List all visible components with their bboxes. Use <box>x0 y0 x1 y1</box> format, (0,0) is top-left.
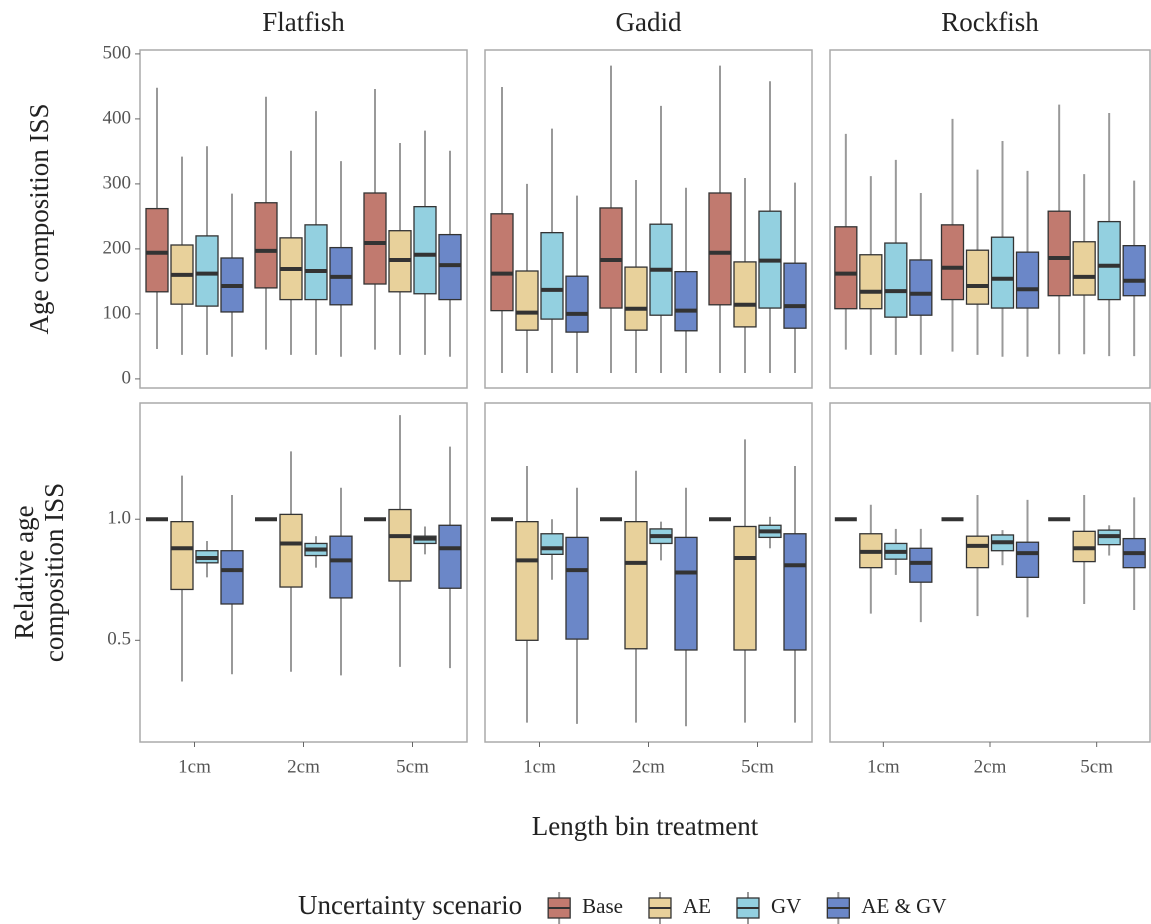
legend-label: AE <box>683 894 711 918</box>
box <box>909 259 933 316</box>
box <box>965 249 990 305</box>
box <box>195 235 219 307</box>
box <box>145 207 169 293</box>
y-axis-label: Relative age <box>9 505 39 639</box>
box <box>413 205 437 295</box>
facet-title: Rockfish <box>941 7 1039 37</box>
panel-border <box>829 402 1151 743</box>
y-tick-label: 200 <box>103 237 132 258</box>
x-axis-label: Length bin treatment <box>532 811 759 841</box>
panel-border <box>484 49 813 389</box>
box <box>624 521 648 650</box>
box <box>540 231 564 320</box>
x-tick-label: 5cm <box>1080 756 1113 777</box>
legend-label: AE & GV <box>861 894 946 918</box>
box <box>438 524 462 589</box>
y-tick-label: 0 <box>122 367 132 388</box>
box <box>220 550 244 605</box>
x-tick-label: 2cm <box>974 756 1007 777</box>
x-tick-label: 2cm <box>287 756 320 777</box>
box <box>254 202 278 289</box>
x-tick-label: 5cm <box>396 756 429 777</box>
box <box>515 521 539 641</box>
box <box>1122 244 1146 297</box>
box <box>565 536 589 640</box>
box <box>388 508 412 582</box>
box <box>279 513 303 588</box>
y-tick-label: 500 <box>103 42 132 63</box>
box <box>674 270 698 332</box>
box <box>733 525 757 651</box>
box <box>1015 251 1040 309</box>
box <box>1047 210 1071 297</box>
box <box>783 533 807 651</box>
y-tick-label: 300 <box>103 172 132 193</box>
y-tick-label: 400 <box>103 107 132 128</box>
box <box>1097 220 1121 301</box>
box <box>733 261 757 328</box>
box <box>674 536 698 651</box>
box <box>940 224 965 301</box>
legend-title: Uncertainty scenario <box>298 890 522 920</box>
box <box>170 521 194 591</box>
y-tick-label: 1.0 <box>107 508 131 529</box>
y-tick-label: 100 <box>103 302 132 323</box>
facet-title: Flatfish <box>262 7 345 37</box>
box <box>624 266 648 331</box>
box <box>304 224 328 301</box>
box <box>884 242 908 318</box>
box <box>1015 541 1040 578</box>
box <box>990 236 1015 309</box>
facet-title: Gadid <box>616 7 682 37</box>
box <box>783 262 807 329</box>
box <box>515 270 539 331</box>
x-tick-label: 1cm <box>867 756 900 777</box>
x-tick-label: 1cm <box>178 756 211 777</box>
panel-border <box>829 49 1151 389</box>
box <box>909 547 933 583</box>
box <box>859 254 883 310</box>
y-axis-label: composition ISS <box>39 483 69 662</box>
box <box>540 533 564 555</box>
y-axis-label: Age composition ISS <box>24 103 54 334</box>
legend-label: GV <box>771 894 801 918</box>
box <box>708 192 732 306</box>
box <box>363 192 387 285</box>
x-tick-label: 5cm <box>741 756 774 777</box>
x-tick-label: 2cm <box>632 756 665 777</box>
x-tick-label: 1cm <box>523 756 556 777</box>
box <box>965 535 990 569</box>
panel-border <box>139 49 468 389</box>
legend-label: Base <box>582 894 623 918</box>
box <box>329 535 353 599</box>
box <box>490 213 514 312</box>
box <box>834 226 858 310</box>
y-tick-label: 0.5 <box>107 629 131 650</box>
box <box>565 275 589 333</box>
box <box>1072 241 1096 296</box>
